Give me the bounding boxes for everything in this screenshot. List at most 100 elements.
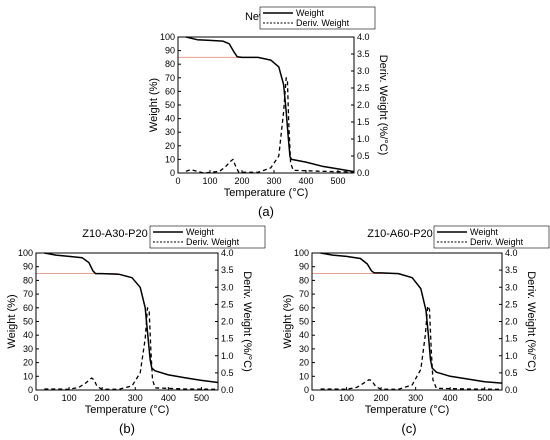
y2-tick-label: 1.0 bbox=[505, 351, 518, 361]
y2-tick-label: 0.0 bbox=[505, 385, 518, 395]
y2-tick-label: 0.0 bbox=[221, 385, 234, 395]
y2-axis-label: Deriv. Weight (%/°C) bbox=[241, 271, 253, 372]
y-tick-label: 60 bbox=[299, 303, 309, 313]
y2-tick-label: 2.0 bbox=[221, 317, 234, 327]
series-line-weight bbox=[320, 252, 503, 384]
chart-panel-2: 0 100 200 300 400 500 0 10 20 30 40 50 60 70 80 90 100 0.… bbox=[6, 225, 266, 436]
y-axis-label: Weight (%) bbox=[282, 294, 294, 348]
chart-panel-1: 0 100 200 300 400 500 0 10 20 30 40 50 60 70 80 90 100 0.… bbox=[148, 6, 389, 219]
y-tick-label: 100 bbox=[18, 248, 33, 258]
y-tick-label: 10 bbox=[23, 371, 33, 381]
x-tick-label: 100 bbox=[202, 176, 217, 186]
legend-entry-weight: Weight bbox=[296, 8, 324, 18]
y-tick-label: 30 bbox=[165, 127, 175, 137]
y-tick-label: 20 bbox=[23, 358, 33, 368]
y2-tick-label: 1.0 bbox=[221, 351, 234, 361]
x-tick-label: 100 bbox=[62, 393, 77, 403]
y2-tick-label: 2.0 bbox=[357, 100, 370, 110]
y-tick-label: 40 bbox=[23, 330, 33, 340]
x-tick-label: 400 bbox=[443, 393, 458, 403]
y-tick-label: 50 bbox=[23, 317, 33, 327]
y2-tick-label: 1.0 bbox=[357, 134, 370, 144]
series-line-weight bbox=[44, 252, 219, 384]
x-tick-label: 300 bbox=[128, 393, 143, 403]
y2-tick-label: 2.5 bbox=[505, 299, 518, 309]
x-tick-label: 0 bbox=[175, 176, 180, 186]
y-tick-label: 20 bbox=[299, 358, 309, 368]
y2-tick-label: 4.0 bbox=[505, 248, 518, 258]
chart-panel-3: 0 100 200 300 400 500 0 10 20 30 40 50 60 70 80 90 100 0.… bbox=[282, 225, 550, 436]
y-tick-label: 70 bbox=[165, 73, 175, 83]
y-tick-label: 90 bbox=[165, 46, 175, 56]
y-axis-label: Weight (%) bbox=[6, 294, 18, 348]
y2-tick-label: 3.0 bbox=[505, 282, 518, 292]
y-tick-label: 90 bbox=[23, 262, 33, 272]
x-tick-label: 0 bbox=[33, 393, 38, 403]
y-tick-label: 70 bbox=[299, 289, 309, 299]
y2-tick-label: 3.5 bbox=[357, 49, 370, 59]
x-tick-label: 500 bbox=[194, 393, 209, 403]
y-tick-label: 50 bbox=[299, 317, 309, 327]
y-tick-label: 0 bbox=[28, 385, 33, 395]
y2-tick-label: 1.5 bbox=[221, 334, 234, 344]
y-tick-label: 60 bbox=[165, 86, 175, 96]
y2-tick-label: 0.5 bbox=[221, 368, 234, 378]
legend-entry-deriv: Deriv. Weight bbox=[296, 18, 350, 28]
x-tick-label: 100 bbox=[339, 393, 354, 403]
y2-tick-label: 2.5 bbox=[221, 299, 234, 309]
legend-entry-deriv: Deriv. Weight bbox=[186, 237, 240, 247]
y2-tick-label: 4.0 bbox=[357, 32, 370, 42]
y2-tick-label: 3.5 bbox=[505, 265, 518, 275]
x-axis-label: Temperature (°C) bbox=[365, 404, 449, 416]
x-tick-label: 400 bbox=[161, 393, 176, 403]
y-tick-label: 40 bbox=[165, 114, 175, 124]
y2-tick-label: 0.5 bbox=[357, 151, 370, 161]
legend-entry-weight: Weight bbox=[470, 227, 498, 237]
y2-tick-label: 1.5 bbox=[505, 334, 518, 344]
y2-tick-label: 0.5 bbox=[505, 368, 518, 378]
y2-tick-label: 0.0 bbox=[357, 168, 370, 178]
y2-tick-label: 2.0 bbox=[505, 317, 518, 327]
x-tick-label: 200 bbox=[374, 393, 389, 403]
y-tick-label: 20 bbox=[165, 141, 175, 151]
y2-tick-label: 3.0 bbox=[221, 282, 234, 292]
y2-tick-label: 3.5 bbox=[221, 265, 234, 275]
y-tick-label: 80 bbox=[23, 275, 33, 285]
x-tick-label: 0 bbox=[309, 393, 314, 403]
y2-tick-label: 2.5 bbox=[357, 83, 370, 93]
x-tick-label: 300 bbox=[408, 393, 423, 403]
x-tick-label: 400 bbox=[298, 176, 313, 186]
y-tick-label: 30 bbox=[23, 344, 33, 354]
y-tick-label: 80 bbox=[299, 275, 309, 285]
x-tick-label: 500 bbox=[330, 176, 345, 186]
x-axis-label: Temperature (°C) bbox=[224, 187, 308, 199]
y-tick-label: 10 bbox=[299, 371, 309, 381]
y-axis-label: Weight (%) bbox=[148, 78, 160, 132]
panel-label: (b) bbox=[119, 421, 135, 436]
x-tick-label: 300 bbox=[266, 176, 281, 186]
y-tick-label: 10 bbox=[165, 154, 175, 164]
y2-axis-label: Deriv. Weight (%/°C) bbox=[525, 271, 537, 372]
y-tick-label: 100 bbox=[160, 32, 175, 42]
y-tick-label: 50 bbox=[165, 100, 175, 110]
legend-entry-weight: Weight bbox=[186, 227, 214, 237]
series-line-deriv-weight bbox=[320, 305, 503, 390]
x-tick-label: 200 bbox=[234, 176, 249, 186]
y-tick-label: 80 bbox=[165, 59, 175, 69]
y-tick-label: 0 bbox=[170, 168, 175, 178]
panel-label: (c) bbox=[401, 421, 416, 436]
y2-tick-label: 3.0 bbox=[357, 66, 370, 76]
series-line-deriv-weight bbox=[185, 77, 355, 174]
x-tick-label: 200 bbox=[95, 393, 110, 403]
y-tick-label: 100 bbox=[294, 248, 309, 258]
y-tick-label: 40 bbox=[299, 330, 309, 340]
x-tick-label: 500 bbox=[477, 393, 492, 403]
y-tick-label: 60 bbox=[23, 303, 33, 313]
y-tick-label: 90 bbox=[299, 262, 309, 272]
series-line-deriv-weight bbox=[44, 307, 219, 390]
y2-tick-label: 4.0 bbox=[221, 248, 234, 258]
